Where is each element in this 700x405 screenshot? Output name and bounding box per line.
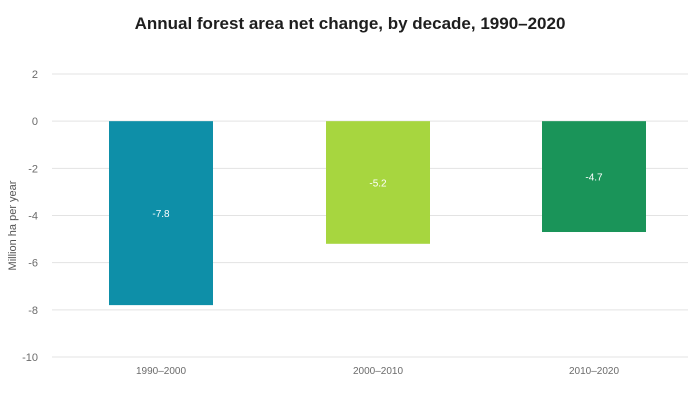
y-tick-labels: 2 0 -2 -4 -6 -8 -10 bbox=[22, 69, 38, 364]
x-category-labels: 1990–2000 2000–2010 2010–2020 bbox=[136, 366, 619, 377]
chart-title: Annual forest area net change, by decade… bbox=[134, 14, 566, 33]
y-tick-label: 2 bbox=[32, 69, 38, 81]
bar bbox=[326, 121, 430, 244]
value-labels: -7.8 -5.2 -4.7 bbox=[152, 173, 603, 221]
bar-value-label: -4.7 bbox=[585, 173, 603, 184]
y-tick-label: -2 bbox=[28, 163, 38, 175]
x-category-label: 1990–2000 bbox=[136, 366, 186, 377]
bar bbox=[542, 121, 646, 233]
y-tick-label: -4 bbox=[28, 211, 38, 223]
y-axis-title: Million ha per year bbox=[7, 180, 19, 270]
y-tick-label: 0 bbox=[32, 116, 38, 128]
bar bbox=[109, 121, 213, 306]
y-tick-label: -8 bbox=[28, 305, 38, 317]
bar-value-label: -7.8 bbox=[152, 209, 170, 220]
y-tick-label: -6 bbox=[28, 258, 38, 270]
y-tick-label: -10 bbox=[22, 352, 38, 364]
x-category-label: 2010–2020 bbox=[569, 366, 619, 377]
bar-value-label: -5.2 bbox=[369, 178, 387, 189]
bars bbox=[109, 121, 646, 306]
x-category-label: 2000–2010 bbox=[353, 366, 403, 377]
